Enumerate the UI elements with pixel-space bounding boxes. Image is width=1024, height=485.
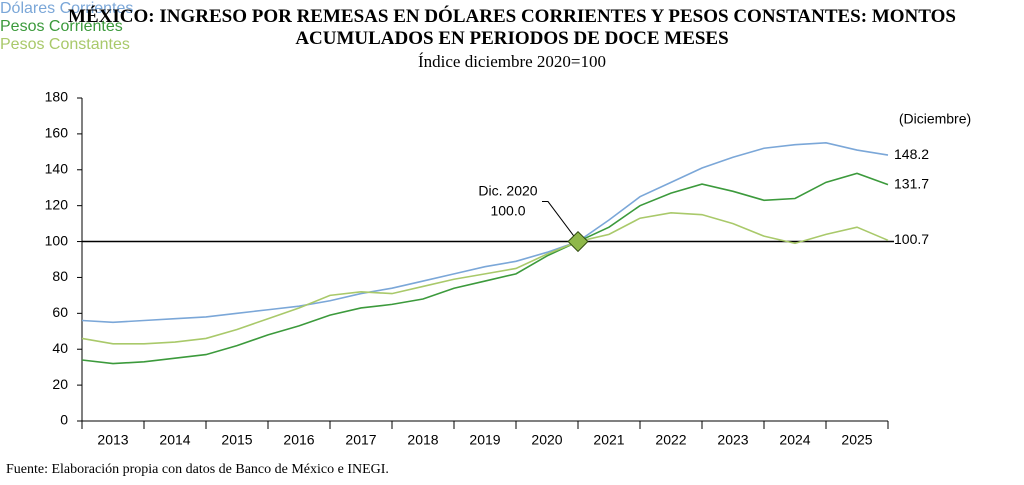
end-value-label: 148.2 [894,146,929,162]
y-tick-label: 160 [45,125,69,141]
x-tick-label: 2017 [345,432,376,448]
annotation-label: Dic. 2020 [478,182,537,198]
series-line [81,212,889,345]
y-tick-label: 140 [45,160,69,176]
chart-subtitle: Índice diciembre 2020=100 [417,52,607,71]
series-line [81,142,889,324]
chart: 0 20 40 60 80 100 120 140 160 180 2013 2014 2015 2016… [45,89,972,448]
annotation-marker [567,230,589,253]
end-value-label: 131.7 [894,175,929,191]
annotation-value: 100.0 [490,202,525,218]
y-tick-label: 20 [52,376,68,392]
y-tick-label: 60 [52,304,68,320]
chart-title: MÉXICO: INGRESO POR REMESAS EN DÓLARES C… [68,6,956,49]
y-tick-label: 180 [45,89,69,105]
x-tick-label: 2018 [407,432,438,448]
x-tick-label: 2023 [717,432,748,448]
end-value-label: 100.7 [894,231,929,247]
y-tick-label: 80 [52,268,68,284]
legend-entry: Dólares Corrientes [0,0,134,17]
x-tick-label: 2014 [159,432,190,448]
x-tick-label: 2019 [469,432,500,448]
y-tick-label: 120 [45,196,69,212]
x-tick-label: 2021 [593,432,624,448]
x-tick-label: 2022 [655,432,686,448]
x-tick-label: 2015 [221,432,252,448]
y-tick-label: 100 [45,232,69,248]
y-tick-label: 0 [60,412,68,428]
note: (Diciembre) [899,111,971,127]
x-tick-label: 2025 [841,432,872,448]
legend-entry: Pesos Corrientes [0,18,123,35]
x-tick-label: 2020 [531,432,562,448]
x-tick-label: 2013 [97,432,128,448]
x-tick-label: 2024 [779,432,810,448]
x-tick-label: 2016 [283,432,314,448]
annotation-leader [542,201,579,242]
legend-entry: Pesos Constantes [0,36,130,53]
series-line [81,172,889,365]
source-note: Fuente: Elaboración propia con datos de … [6,462,389,477]
y-tick-label: 40 [52,340,68,356]
